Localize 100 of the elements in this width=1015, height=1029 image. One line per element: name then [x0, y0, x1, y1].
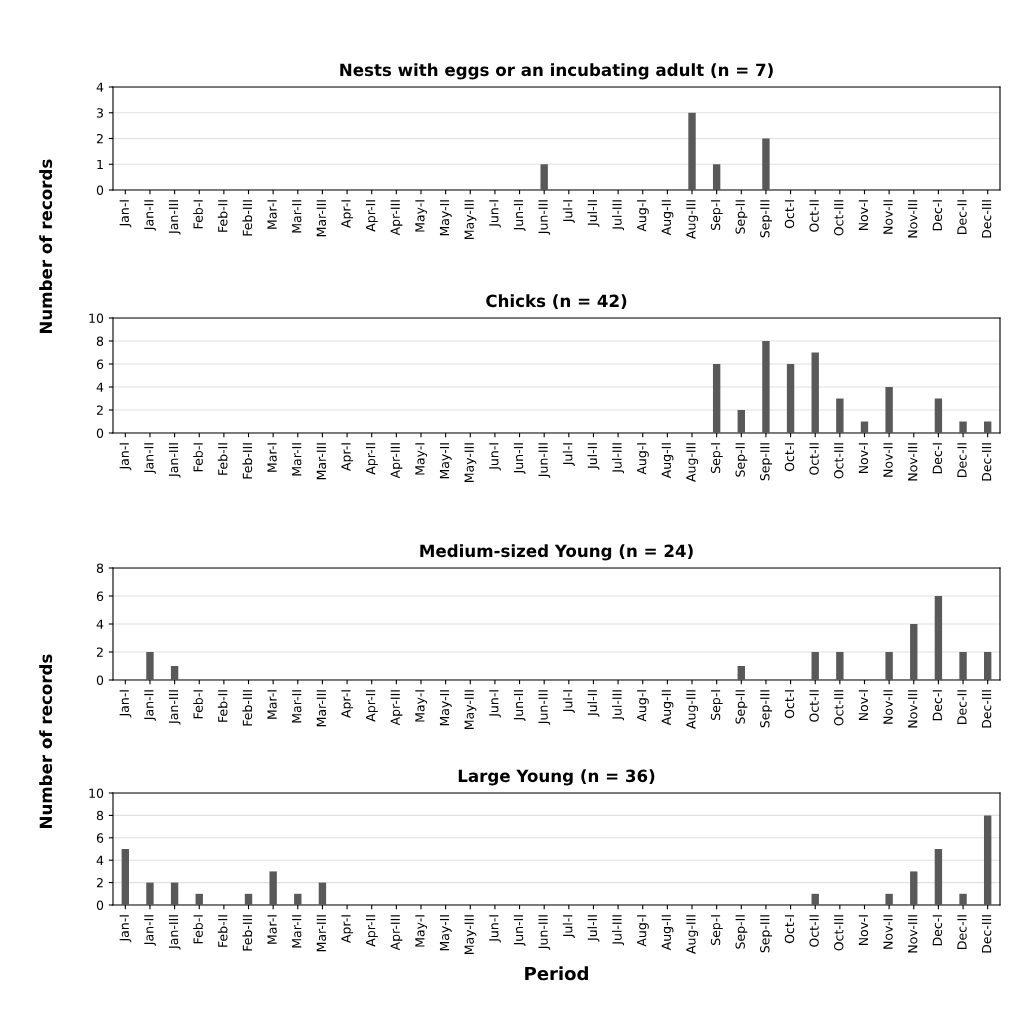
- x-tick-label: Apr-I: [341, 915, 354, 943]
- x-tick-label: Mar-II: [292, 200, 302, 233]
- x-tick-label: Feb-III: [242, 690, 253, 726]
- chart-title: Medium-sized Young (n = 24): [420, 544, 693, 561]
- bar: [170, 666, 179, 680]
- chart-title: Large Young (n = 36): [458, 769, 655, 786]
- x-tick-label: Jul-II: [587, 200, 600, 227]
- bar: [762, 138, 770, 190]
- x-tick-label: Sep-I: [710, 443, 723, 473]
- x-tick-label: Jul-II: [587, 690, 600, 717]
- x-tick-label: Jun-III: [538, 443, 551, 478]
- x-tick-label: Jul-I: [562, 443, 575, 466]
- bar: [146, 882, 154, 905]
- x-tick-label: Sep-III: [760, 690, 772, 728]
- x-tick-label: Nov-I: [858, 443, 869, 474]
- bar: [983, 652, 992, 680]
- x-tick-label: Mar-III: [316, 915, 327, 952]
- bar: [885, 387, 893, 433]
- x-tick-label: Apr-III: [390, 915, 403, 951]
- x-tick-label: Jan-II: [144, 690, 156, 721]
- x-tick-label: Sep-II: [735, 915, 748, 949]
- bar: [811, 893, 819, 905]
- x-tick-label: Aug-III: [686, 200, 699, 239]
- y-tick-label: 6: [96, 359, 104, 369]
- x-tick-label: Jun-I: [489, 443, 501, 471]
- x-tick-label: Mar-II: [292, 915, 302, 948]
- x-tick-label: May-II: [439, 690, 452, 726]
- x-tick-label: Aug-III: [686, 915, 699, 954]
- x-tick-label: Sep-I: [710, 915, 723, 945]
- x-tick-label: Apr-I: [341, 690, 354, 718]
- x-tick-label: Aug-III: [686, 690, 699, 729]
- x-tick-label: Jun-II: [513, 443, 526, 475]
- x-tick-label: Sep-III: [760, 200, 772, 238]
- x-tick-label: Nov-III: [908, 200, 918, 238]
- x-tick-label: Jul-I: [562, 690, 575, 713]
- y-tick-label: 8: [96, 336, 104, 346]
- bar: [910, 871, 918, 905]
- bar: [983, 421, 992, 433]
- bar: [737, 410, 745, 433]
- x-tick-label: Nov-III: [908, 443, 918, 481]
- y-tick-label: 10: [89, 313, 104, 323]
- x-tick-label: Oct-III: [834, 915, 844, 951]
- bar: [146, 652, 154, 680]
- x-tick-label: Oct-II: [809, 200, 819, 232]
- x-tick-label: Jun-III: [538, 200, 551, 235]
- x-tick-label: Dec-I: [932, 915, 943, 946]
- x-tick-label: Apr-II: [366, 915, 378, 947]
- x-tick-label: May-III: [464, 915, 477, 954]
- x-tick-label: Aug-II: [661, 443, 674, 479]
- x-tick-label: Mar-III: [316, 443, 327, 480]
- x-tick-label: Dec-II: [957, 915, 967, 949]
- x-tick-label: Oct-III: [834, 690, 844, 726]
- bar: [688, 112, 696, 190]
- y-tick-label: 0: [96, 185, 104, 195]
- x-tick-label: Apr-I: [341, 200, 354, 228]
- y-tick-label: 2: [96, 405, 103, 415]
- x-tick-label: Oct-III: [834, 443, 844, 479]
- bar: [959, 421, 967, 433]
- x-tick-label: Dec-I: [932, 443, 943, 474]
- bar: [836, 652, 844, 680]
- x-tick-label: Aug-II: [661, 690, 674, 726]
- x-tick-label: Jul-I: [562, 915, 575, 938]
- x-tick-label: Feb-I: [193, 443, 203, 472]
- x-tick-label: Aug-I: [637, 915, 649, 947]
- bar: [244, 893, 253, 905]
- x-tick-label: Mar-III: [316, 690, 327, 727]
- bar: [910, 624, 918, 680]
- x-tick-label: Nov-II: [883, 690, 893, 724]
- x-tick-label: Dec-II: [957, 443, 967, 477]
- x-tick-label: Jun-II: [513, 915, 526, 947]
- x-tick-label: Oct-I: [784, 915, 795, 944]
- x-tick-label: May-II: [439, 443, 452, 479]
- x-tick-label: Jan-III: [168, 915, 181, 950]
- bar: [885, 893, 893, 905]
- x-tick-label: Jul-III: [612, 915, 625, 946]
- x-tick-label: Apr-II: [366, 200, 378, 232]
- chart-title: Nests with eggs or an incubating adult (n = 7): [340, 63, 773, 80]
- y-tick-label: 8: [96, 810, 104, 821]
- x-tick-label: Jul-III: [612, 443, 625, 474]
- x-tick-label: May-III: [464, 690, 477, 729]
- x-tick-label: Dec-II: [957, 690, 967, 724]
- x-tick-label: Nov-I: [858, 915, 869, 946]
- x-tick-label: Apr-II: [366, 690, 378, 722]
- bar: [934, 596, 943, 680]
- x-tick-label: Oct-II: [809, 915, 819, 947]
- x-tick-label: Feb-II: [217, 443, 228, 475]
- x-tick-label: Mar-I: [267, 443, 277, 472]
- x-tick-label: Apr-III: [390, 690, 403, 726]
- x-tick-label: Mar-III: [316, 200, 327, 237]
- bar: [318, 882, 327, 905]
- x-tick-label: Sep-I: [710, 200, 723, 230]
- bar: [885, 652, 893, 680]
- x-tick-label: Sep-II: [735, 200, 748, 234]
- x-tick-label: Nov-III: [908, 690, 918, 728]
- x-tick-label: Mar-I: [267, 200, 277, 229]
- y-tick-label: 4: [96, 855, 104, 865]
- x-tick-label: Dec-III: [982, 690, 992, 728]
- x-tick-label: Jan-I: [119, 915, 132, 943]
- x-tick-label: Dec-I: [932, 200, 943, 231]
- x-tick-label: Apr-III: [390, 200, 403, 236]
